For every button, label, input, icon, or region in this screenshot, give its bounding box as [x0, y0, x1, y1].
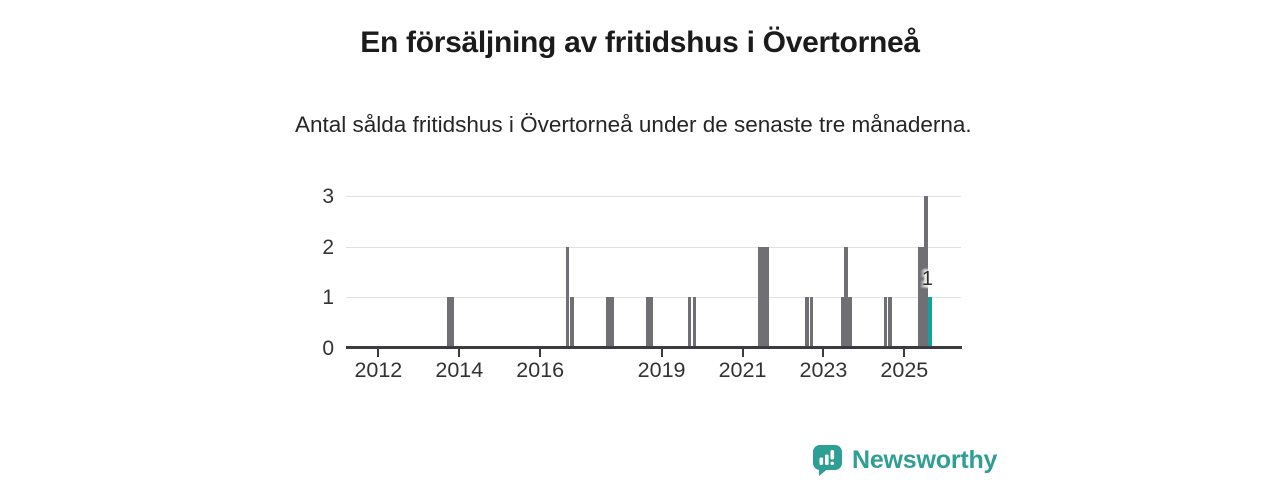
x-tick-label: 2019 [637, 358, 686, 382]
x-tick-2021 [741, 349, 744, 357]
y-tick-label: 2 [322, 235, 334, 259]
x-tick-label: 2016 [516, 358, 565, 382]
bar [687, 297, 692, 348]
bar [924, 196, 928, 348]
highlight-bar [928, 297, 932, 348]
bar [645, 297, 650, 348]
gridline-y3 [346, 196, 961, 197]
brand-name: Newsworthy [852, 446, 998, 474]
bar [761, 246, 766, 348]
bar-chart-speech-bubble-icon [812, 444, 843, 477]
bar [888, 297, 892, 348]
x-tick-2014 [458, 349, 461, 357]
y-tick-label: 0 [322, 337, 334, 360]
bar [692, 297, 697, 348]
gridline-y1 [346, 297, 961, 299]
x-tick-2023 [822, 349, 825, 357]
bar [920, 246, 925, 348]
bar [606, 297, 610, 348]
plot-area: 1 [346, 196, 961, 348]
bar [840, 297, 845, 348]
x-tick-label: 2021 [718, 358, 767, 382]
bar [610, 297, 614, 348]
x-tick-label: 2025 [880, 358, 929, 382]
bar [848, 297, 852, 348]
bar [565, 246, 570, 348]
x-tick-label: 2014 [435, 358, 484, 382]
x-tick-2016 [539, 349, 542, 357]
y-tick-label: 1 [322, 286, 334, 310]
bar [649, 297, 653, 348]
bar [883, 297, 888, 348]
bar [570, 297, 574, 348]
gridline-y2 [346, 246, 961, 248]
x-tick-label: 2012 [354, 358, 403, 382]
bar [917, 246, 922, 348]
bar [844, 246, 848, 348]
bar [758, 246, 762, 348]
bar [447, 297, 451, 348]
chart-title: En försäljning av fritidshus i Övertorne… [360, 26, 920, 60]
y-tick-label: 3 [322, 185, 334, 208]
x-tick-2025 [903, 349, 906, 357]
x-tick-label: 2023 [799, 358, 848, 382]
bar [450, 297, 455, 348]
x-tick-2019 [660, 349, 663, 357]
y-axis-labels: 0 1 2 3 [296, 186, 334, 359]
x-axis-line [346, 346, 962, 349]
bar [765, 246, 769, 348]
bar-value-label: 1 [921, 268, 933, 291]
bar [805, 297, 809, 348]
x-tick-2012 [377, 349, 380, 357]
bar [809, 297, 814, 348]
brand-footer: Newsworthy [812, 444, 997, 477]
chart-subtitle: Antal sålda fritidshus i Övertorneå unde… [295, 111, 972, 137]
